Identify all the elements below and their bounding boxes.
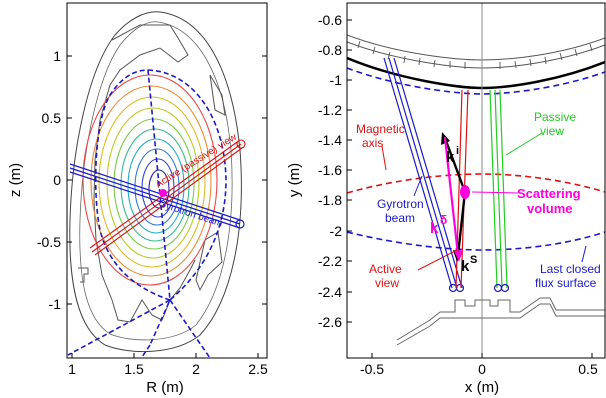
vacuum-vessel-outer xyxy=(69,11,242,352)
right-ytick-5: -1.6 xyxy=(318,162,342,178)
right-ytick-8: -2.2 xyxy=(318,253,342,269)
divertor-structure xyxy=(396,297,605,346)
wall-tile-divisions xyxy=(357,40,593,69)
magnetic-axis-label-1: Magnetic xyxy=(356,122,405,136)
left-ytick-1: 1 xyxy=(53,48,61,64)
port-stub xyxy=(78,267,89,283)
right-ytick-0: -0.6 xyxy=(318,12,342,28)
k-i-superscript: i xyxy=(456,145,459,157)
gyrotron-beam-label-2: beam xyxy=(385,211,415,225)
right-ytick-3: -1.2 xyxy=(318,102,342,118)
gyrotron-beam-label-1: Gyrotron xyxy=(377,197,424,211)
active-view-label-2: view xyxy=(375,276,399,290)
left-ytick-neg1: -1 xyxy=(49,296,62,312)
right-axes-frame xyxy=(346,2,606,359)
right-ytick-4: -1.4 xyxy=(318,132,342,148)
right-ylabel: y (m) xyxy=(286,163,303,197)
left-panel: Active (passive) view Gyrotron beam 1 0.… xyxy=(7,2,268,396)
right-ytick-10: -2.6 xyxy=(318,314,342,330)
right-xlabel: x (m) xyxy=(465,379,499,396)
right-ytick-9: -2.4 xyxy=(318,284,342,300)
k-delta-arrow xyxy=(443,136,460,257)
separatrix xyxy=(67,69,227,358)
left-xtick-2: 2 xyxy=(192,361,200,377)
magnetic-axis-pointer xyxy=(381,145,387,171)
lcfs-bottom xyxy=(347,231,605,251)
k-i-label: k xyxy=(446,149,455,166)
k-i-arrow xyxy=(443,136,467,194)
right-x-ticks: -0.5 0 0.5 xyxy=(360,353,598,377)
scattering-volume-label-2: volume xyxy=(527,201,573,216)
left-x-ticks: 1 1.5 2 2.5 xyxy=(68,353,268,377)
k-delta-label: k xyxy=(430,220,439,237)
left-y-ticks: 1 0.5 0 -0.5 -1 xyxy=(37,48,267,312)
right-xtick-0.5: 0.5 xyxy=(578,361,598,377)
lcfs-pointer xyxy=(581,245,587,263)
wave-vectors xyxy=(441,132,467,262)
lcfs-label-1: Last closed xyxy=(540,262,601,276)
magnetic-axis-label-2: axis xyxy=(362,136,383,150)
left-xtick-1: 1 xyxy=(68,361,76,377)
right-y-tick-labels: -0.6 -0.8 -1 -1.2 -1.4 -1.6 -1.8 -2 -2.2… xyxy=(318,12,342,330)
left-xtick-2.5: 2.5 xyxy=(248,361,268,377)
active-view-pointer xyxy=(417,249,458,271)
right-panel: Magnetic axis Passive view Gyrotron beam… xyxy=(286,2,606,396)
left-xlabel: R (m) xyxy=(146,379,184,396)
left-ytick-neg0.5: -0.5 xyxy=(37,234,61,250)
right-ytick-2: -1 xyxy=(330,72,343,88)
right-xtick-neg0.5: -0.5 xyxy=(360,361,384,377)
scattering-volume-right xyxy=(460,185,470,199)
gyrotron-beam-pointer xyxy=(413,175,423,197)
right-ytick-7: -2 xyxy=(330,223,343,239)
lcfs-label-2: flux surface xyxy=(535,276,597,290)
gyrotron-beam-left xyxy=(69,163,245,229)
magnetic-axis-curve xyxy=(347,173,605,194)
right-y-ticks xyxy=(347,19,352,323)
k-s-arrow xyxy=(456,190,467,257)
right-xtick-0: 0 xyxy=(478,361,486,377)
scattering-volume-label-1: Scattering xyxy=(517,186,581,201)
left-ylabel: z (m) xyxy=(7,163,24,197)
left-ytick-0.5: 0.5 xyxy=(42,110,62,126)
k-s-label: k xyxy=(461,258,470,275)
gyrotron-beam-right xyxy=(383,57,465,293)
vacuum-vessel-inner xyxy=(79,21,233,341)
k-s-superscript: S xyxy=(470,254,477,266)
passive-view-right xyxy=(489,89,510,293)
passive-view-label-1: Passive xyxy=(534,110,576,124)
right-ytick-1: -0.8 xyxy=(318,42,342,58)
passive-view-pointer xyxy=(505,132,543,156)
right-ytick-6: -1.8 xyxy=(318,192,342,208)
left-xtick-1.5: 1.5 xyxy=(124,361,144,377)
k-delta-superscript: δ xyxy=(440,213,447,227)
k-delta-arrowhead xyxy=(454,250,463,262)
scattering-volume-left xyxy=(159,189,167,197)
scattering-volume-pointer xyxy=(471,191,519,194)
flux-contours xyxy=(82,74,218,286)
passive-view-label-2: view xyxy=(540,124,564,138)
first-wall xyxy=(93,24,196,323)
active-view-label-1: Active xyxy=(369,262,402,276)
left-ytick-0: 0 xyxy=(53,172,61,188)
